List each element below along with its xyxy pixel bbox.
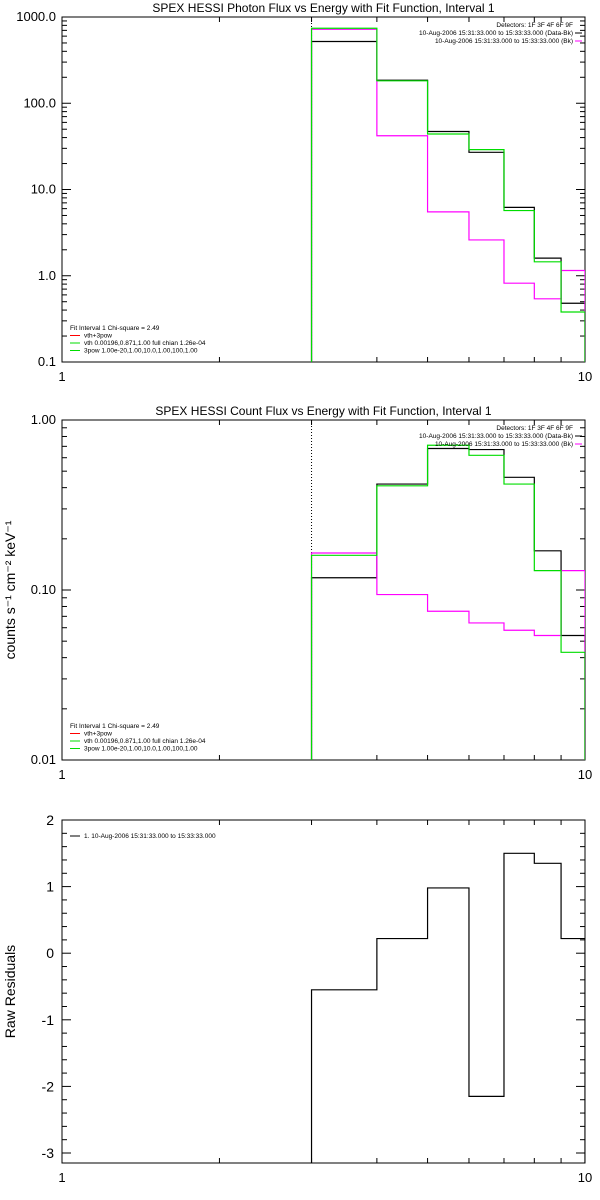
plot-frame — [61, 419, 586, 761]
x-tick-label: 10 — [578, 767, 592, 782]
legend-right-entry: Detectors: 1F 3F 4F 6F 9F — [496, 22, 573, 29]
series-3-steps — [310, 444, 585, 760]
plot-area — [310, 852, 585, 1163]
legend-left-entry: Fit Interval 1 Chi-square = 2.49 — [70, 325, 160, 332]
plot-area — [310, 420, 585, 760]
plot-frame — [61, 819, 586, 1164]
x-tick-label: 10 — [578, 1170, 592, 1185]
series-1-steps — [310, 40, 585, 362]
panel-1: SPEX HESSI Photon Flux vs Energy with Fi… — [16, 1, 592, 384]
legend-right-entry: 10-Aug-2006 15:31:33.000 to 15:33:33.000… — [419, 30, 573, 37]
legend-left-entry: Fit Interval 1 Chi-square = 2.49 — [70, 723, 160, 730]
chart-title: SPEX HESSI Photon Flux vs Energy with Fi… — [152, 1, 494, 15]
panel-2: SPEX HESSI Count Flux vs Energy with Fit… — [2, 404, 592, 782]
plot-frame — [61, 16, 586, 363]
y-tick-label: -3 — [42, 1145, 55, 1161]
x-tick-label: 1 — [58, 1170, 65, 1185]
series-1-steps — [310, 447, 585, 760]
legend-right-entry: Detectors: 1F 3F 4F 6F 9F — [496, 425, 573, 432]
legend-left-entry: 3pow 1.00e-20,1.00,10.0,1.00,100,1.00 — [84, 746, 198, 753]
y-tick-label: 0 — [46, 945, 54, 961]
y-tick-label: 0.01 — [31, 752, 56, 767]
legend-left-entry: vth+3pow — [84, 731, 112, 738]
panel-3: 1 10 -3 -2 -1 0 1 2 Raw Residuals 1. 10-Aug-2006 … — [2, 812, 592, 1185]
y-tick-label: -1 — [42, 1012, 55, 1028]
legend-right-entry: 10-Aug-2006 15:31:33.000 to 15:33:33.000… — [435, 441, 573, 448]
x-tick-label: 10 — [578, 369, 592, 384]
y-axis-label: Raw Residuals — [2, 945, 18, 1038]
y-tick-label: -2 — [42, 1078, 55, 1094]
series-2-steps — [310, 552, 585, 760]
legend-left-entry: vth 0.00196,0.871,1.00 full chian 1.26e-… — [84, 340, 206, 347]
legend-right-entry: 10-Aug-2006 15:31:33.000 to 15:33:33.000… — [419, 433, 573, 440]
legend-right-entry: 10-Aug-2006 15:31:33.000 to 15:33:33.000… — [435, 38, 573, 45]
plot-area — [310, 17, 585, 362]
y-tick-label: 10.0 — [31, 182, 56, 197]
y-tick-label: 1 — [46, 879, 54, 895]
y-tick-label: 2 — [46, 812, 54, 828]
legend-left-entry: 3pow 1.00e-20,1.00,10.0,1.00,100,1.00 — [84, 348, 198, 355]
y-tick-label: 1000.0 — [16, 9, 56, 24]
y-tick-label: 1.00 — [31, 412, 56, 427]
y-tick-label: 0.1 — [38, 354, 56, 369]
series-1-steps — [310, 852, 585, 1163]
series-3-steps — [310, 27, 585, 362]
y-tick-label: 1.0 — [38, 268, 56, 283]
legend-left-entry: 1. 10-Aug-2006 15:31:33.000 to 15:33:33.… — [84, 833, 216, 840]
legend-left-entry: vth 0.00196,0.871,1.00 full chian 1.26e-… — [84, 738, 206, 745]
chart-title: SPEX HESSI Count Flux vs Energy with Fit… — [155, 404, 491, 418]
series-2-steps — [310, 28, 585, 362]
y-tick-label: 0.10 — [31, 582, 56, 597]
legend-left-entry: vth+3pow — [84, 333, 112, 340]
x-tick-label: 1 — [58, 369, 65, 384]
y-axis-label: counts s⁻¹ cm⁻² keV⁻¹ — [2, 520, 18, 659]
x-tick-label: 1 — [58, 767, 65, 782]
y-tick-label: 100.0 — [23, 95, 56, 110]
